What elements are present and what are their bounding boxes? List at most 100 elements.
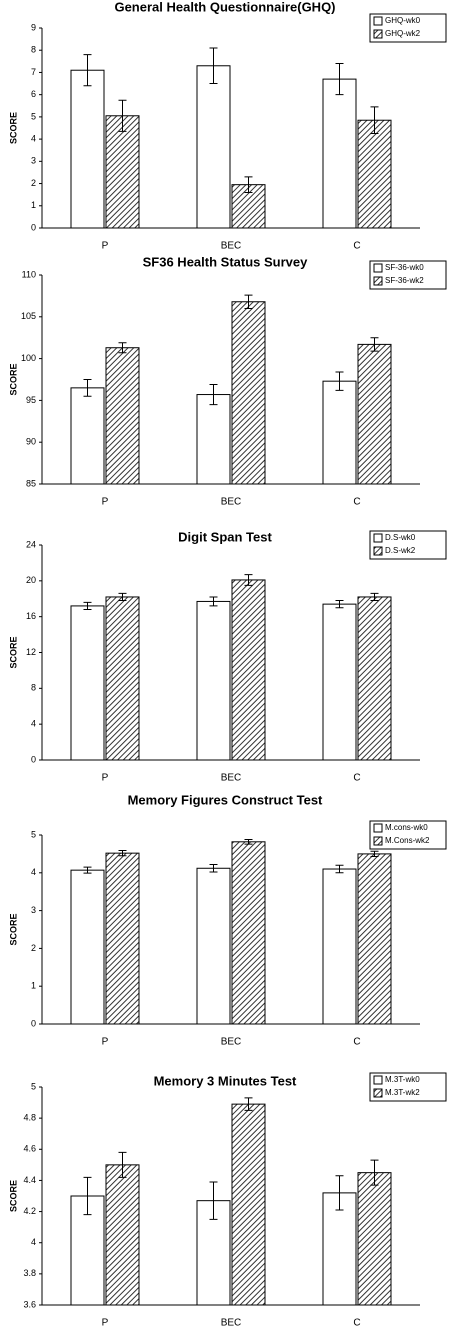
legend-label: GHQ-wk2 — [385, 29, 421, 38]
error-bar — [244, 176, 253, 193]
bar — [322, 1192, 357, 1306]
bar — [70, 69, 105, 229]
legend-label: SF-36-wk2 — [385, 276, 424, 285]
bar — [231, 1103, 266, 1306]
bar — [322, 78, 357, 229]
y-tick-label: 2 — [31, 943, 36, 953]
y-axis-label: SCORE — [8, 636, 18, 668]
bar — [196, 600, 231, 761]
bar — [105, 596, 140, 761]
bar — [231, 301, 266, 485]
x-tick-label: BEC — [221, 497, 242, 508]
legend-swatch — [373, 546, 383, 556]
bar — [70, 869, 105, 1025]
y-tick-label: 8 — [31, 45, 36, 55]
bar — [357, 596, 392, 761]
bar — [105, 852, 140, 1025]
legend-box — [369, 13, 447, 43]
y-tick-label: 5 — [31, 829, 36, 839]
y-axis-label: SCORE — [8, 913, 18, 945]
legend-swatch — [373, 836, 383, 846]
y-axis-label: SCORE — [8, 1180, 18, 1212]
y-tick-label: 9 — [31, 22, 36, 32]
legend-label: D.S-wk0 — [385, 533, 416, 542]
bar — [70, 605, 105, 761]
error-bar — [83, 54, 92, 87]
bar — [105, 1164, 140, 1306]
bar — [196, 867, 231, 1025]
y-tick-label: 3.8 — [23, 1268, 36, 1278]
error-bar — [335, 1175, 344, 1211]
x-tick-label: C — [353, 241, 360, 252]
chart-title: Digit Span Test — [178, 529, 272, 544]
bar — [231, 841, 266, 1025]
error-bar — [83, 601, 92, 610]
chart-title: SF36 Health Status Survey — [143, 254, 308, 269]
chart-title: Memory Figures Construct Test — [128, 792, 323, 807]
y-tick-label: 1 — [31, 200, 36, 210]
x-tick-label: P — [102, 1037, 109, 1048]
error-bar — [209, 596, 218, 607]
y-tick-label: 4.2 — [23, 1206, 36, 1216]
legend-swatch — [373, 1088, 383, 1098]
error-bar — [370, 850, 379, 858]
x-tick-label: BEC — [221, 1037, 242, 1048]
legend-swatch — [373, 823, 383, 833]
x-tick-label: BEC — [221, 1318, 242, 1329]
legend-label: GHQ-wk0 — [385, 16, 421, 25]
y-tick-label: 2 — [31, 178, 36, 188]
y-tick-label: 0 — [31, 222, 36, 232]
error-bar — [118, 99, 127, 132]
legend-swatch — [373, 263, 383, 273]
y-tick-label: 16 — [26, 611, 36, 621]
error-bar — [118, 1151, 127, 1178]
y-tick-label: 95 — [26, 395, 36, 405]
y-tick-label: 3 — [31, 905, 36, 915]
error-bar — [118, 849, 127, 857]
y-tick-label: 3 — [31, 156, 36, 166]
y-tick-label: 85 — [26, 478, 36, 488]
y-tick-label: 105 — [21, 311, 36, 321]
x-tick-label: C — [353, 1037, 360, 1048]
y-tick-label: 110 — [22, 269, 36, 279]
y-axis-label: SCORE — [8, 112, 18, 144]
error-bar — [370, 106, 379, 135]
error-bar — [370, 592, 379, 602]
error-bar — [335, 371, 344, 391]
bar — [322, 603, 357, 761]
legend-swatch — [373, 1075, 383, 1085]
bar — [357, 343, 392, 485]
x-tick-label: BEC — [221, 773, 242, 784]
bar — [357, 853, 392, 1025]
error-bar — [335, 600, 344, 609]
legend-swatch — [373, 16, 383, 26]
y-axis-label: SCORE — [8, 363, 18, 395]
error-bar — [335, 864, 344, 874]
legend-label: SF-36-wk0 — [385, 263, 424, 272]
error-bar — [209, 384, 218, 406]
error-bar — [370, 337, 379, 352]
y-tick-label: 100 — [21, 353, 36, 363]
error-bar — [370, 1159, 379, 1186]
legend-label: M.3T-wk2 — [385, 1088, 420, 1097]
legend-label: M.cons-wk0 — [385, 823, 428, 832]
bar — [196, 394, 231, 485]
y-tick-label: 4.4 — [23, 1175, 36, 1185]
error-bar — [244, 574, 253, 586]
chart-title: General Health Questionnaire(GHQ) — [114, 0, 335, 14]
error-bar — [118, 342, 127, 354]
bar — [322, 868, 357, 1025]
bar — [322, 380, 357, 485]
legend-label: M.3T-wk0 — [385, 1075, 420, 1084]
bar — [70, 387, 105, 485]
bar — [105, 347, 140, 485]
y-tick-label: 5 — [31, 1081, 36, 1091]
y-tick-label: 4 — [31, 1237, 36, 1247]
y-tick-label: 12 — [26, 647, 36, 657]
bar — [231, 579, 266, 761]
legend-box — [369, 820, 447, 850]
legend-swatch — [373, 276, 383, 286]
x-tick-label: C — [353, 1318, 360, 1329]
